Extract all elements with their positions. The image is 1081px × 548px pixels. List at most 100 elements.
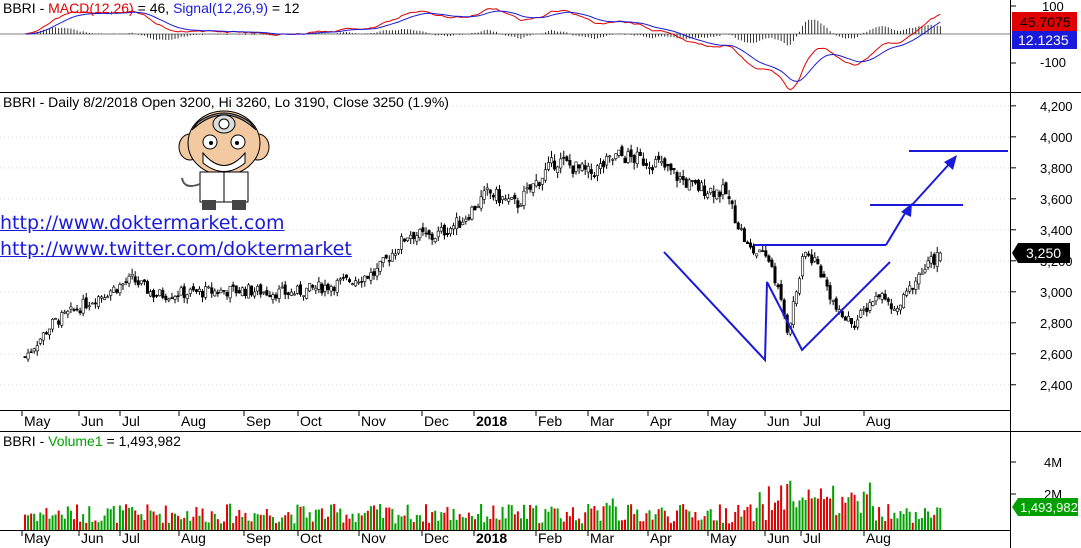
volume-bar bbox=[801, 497, 804, 530]
price-tick-label: 4,000 bbox=[1040, 130, 1073, 145]
candle-body bbox=[250, 285, 254, 296]
candle-body bbox=[421, 227, 425, 232]
month-label: Nov bbox=[361, 413, 386, 429]
website-link[interactable]: http://www.doktermarket.com bbox=[0, 212, 285, 234]
candle-body bbox=[458, 220, 462, 228]
volume-bar bbox=[247, 520, 250, 530]
volume-bar bbox=[504, 518, 507, 530]
volume-bar bbox=[850, 492, 853, 530]
volume-bar bbox=[669, 523, 672, 530]
candle-body bbox=[124, 281, 128, 283]
candle-body bbox=[669, 163, 673, 171]
volume-bar bbox=[409, 519, 412, 530]
candle-body bbox=[712, 191, 716, 197]
candle-body bbox=[323, 284, 327, 292]
volume-bar bbox=[415, 514, 418, 530]
volume-bar bbox=[483, 522, 486, 530]
candle-body bbox=[822, 273, 826, 278]
volume-bar bbox=[486, 516, 489, 530]
volume-bar bbox=[936, 507, 939, 530]
candle-body bbox=[427, 230, 431, 235]
candle-body bbox=[26, 352, 30, 360]
candle-body bbox=[253, 291, 257, 297]
twitter-link[interactable]: http://www.twitter.com/doktermarket bbox=[0, 238, 352, 260]
volume-bar bbox=[547, 511, 550, 530]
volume-bar bbox=[715, 520, 718, 530]
volume-bar bbox=[446, 507, 449, 530]
volume-bar bbox=[464, 517, 467, 530]
price-tick-label: 2,600 bbox=[1040, 347, 1073, 362]
volume-bar bbox=[795, 507, 798, 530]
candle-body bbox=[599, 163, 603, 169]
volume-bar bbox=[553, 508, 556, 530]
volume-bar bbox=[737, 504, 740, 530]
candle-body bbox=[289, 291, 293, 296]
candle-body bbox=[308, 282, 312, 292]
candle-body bbox=[883, 293, 887, 300]
candle-body bbox=[690, 180, 694, 182]
candle-body bbox=[620, 146, 624, 157]
volume-bar bbox=[232, 523, 235, 530]
volume-bar bbox=[599, 520, 602, 530]
volume-bar bbox=[611, 498, 614, 530]
volume-bar bbox=[250, 521, 253, 530]
macd-badge-value: 45.7075 bbox=[1020, 14, 1071, 30]
volume-bar bbox=[489, 518, 492, 530]
candle-body bbox=[663, 158, 667, 168]
volume-bar bbox=[871, 506, 874, 530]
volume-bar bbox=[685, 509, 688, 530]
volume-bar bbox=[158, 513, 161, 530]
month-label: Dec bbox=[424, 413, 449, 429]
candle-body bbox=[234, 285, 238, 294]
volume-bar bbox=[550, 506, 553, 530]
candle-body bbox=[268, 295, 272, 298]
volume-bar bbox=[131, 506, 134, 530]
candle-body bbox=[191, 286, 195, 291]
candle-body bbox=[351, 283, 355, 285]
volume-bar bbox=[691, 517, 694, 530]
candle-body bbox=[761, 250, 765, 252]
candle-body bbox=[461, 221, 465, 225]
candle-body bbox=[396, 249, 400, 254]
candle-body bbox=[60, 312, 64, 326]
candle-body bbox=[44, 332, 48, 335]
candle-body bbox=[35, 345, 39, 352]
candle-body bbox=[286, 292, 290, 295]
candle-body bbox=[635, 151, 639, 165]
volume-bar bbox=[663, 510, 666, 530]
volume-badge-value: 1,493,982 bbox=[1020, 500, 1078, 515]
candle-body bbox=[41, 332, 45, 341]
candle-body bbox=[531, 183, 535, 193]
price-month-axis: May Jun Jul Aug Sep Oct Nov Dec 2018 Feb Mar Apr May… bbox=[21, 410, 891, 429]
volume-bar bbox=[311, 521, 314, 530]
volume-bar bbox=[890, 518, 893, 530]
volume-bar bbox=[143, 520, 146, 530]
candle-body bbox=[819, 265, 823, 278]
volume-bar bbox=[764, 520, 767, 530]
volume-bar bbox=[777, 500, 780, 530]
candle-body bbox=[194, 289, 198, 292]
candle-body bbox=[170, 297, 174, 299]
volume-bar bbox=[323, 518, 326, 530]
candle-body bbox=[403, 238, 407, 242]
volume-bar bbox=[590, 508, 593, 530]
candle-body bbox=[592, 175, 596, 177]
candle-body bbox=[776, 284, 780, 288]
month-label: May bbox=[24, 413, 50, 429]
candle-body bbox=[109, 290, 113, 296]
month-label: Apr bbox=[650, 413, 672, 429]
macd-panel bbox=[0, 8, 1010, 91]
candle-body bbox=[565, 156, 569, 162]
price-tick-label: 2,400 bbox=[1040, 378, 1073, 393]
candle-body bbox=[767, 255, 771, 262]
month-label: Mar bbox=[590, 413, 614, 429]
candle-body bbox=[660, 160, 664, 164]
volume-bar bbox=[320, 508, 323, 530]
candle-body bbox=[216, 292, 220, 294]
month-label: Jun bbox=[81, 530, 104, 546]
candle-body bbox=[47, 328, 51, 336]
candle-body bbox=[583, 165, 587, 170]
candle-body bbox=[730, 200, 734, 205]
volume-bar bbox=[39, 512, 42, 530]
